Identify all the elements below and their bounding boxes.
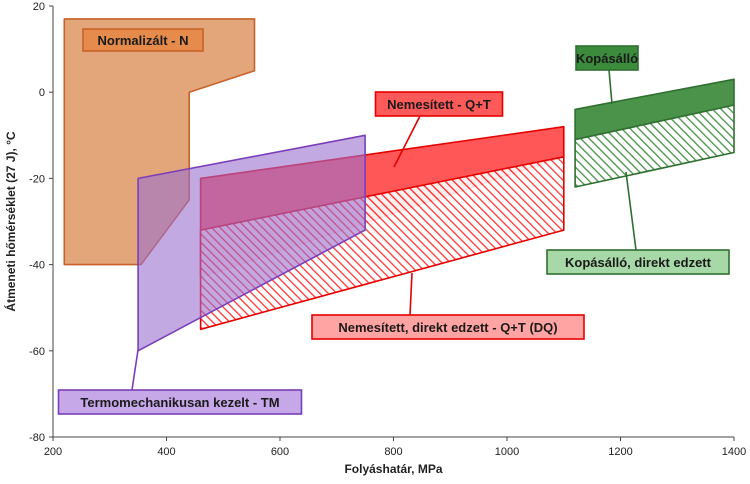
x-tick-label: 400: [157, 446, 175, 458]
callout-label: Normalizált - N: [97, 33, 188, 48]
callout-termomechanikus: Termomechanikusan kezelt - TM: [57, 389, 303, 415]
y-tick-label: 20: [33, 1, 45, 13]
y-tick-label: -80: [29, 432, 45, 444]
x-tick-label: 200: [44, 446, 62, 458]
callout-leader: [393, 115, 421, 168]
y-tick-label: -60: [29, 346, 45, 358]
callout-kopasallo: Kopásálló: [575, 45, 639, 71]
callout-box: [546, 249, 730, 275]
callout-label: Kopásálló, direkt edzett: [565, 255, 712, 270]
callout-normalizalt: Normalizált - N: [82, 28, 204, 52]
x-tick-label: 1400: [722, 446, 746, 458]
x-axis-title: Folyáshatár, MPa: [344, 462, 442, 476]
series-termomechanikus: [137, 134, 366, 352]
x-tick-label: 800: [384, 446, 402, 458]
y-tick-label: 0: [39, 87, 45, 99]
callout-label: Kopásálló: [576, 51, 638, 66]
x-tick-label: 600: [271, 446, 289, 458]
callout-leader: [625, 171, 637, 251]
callout-nemesitett-dq: Nemesített, direkt edzett - Q+T (DQ): [311, 314, 585, 340]
series-kopasallo-direkt: [574, 104, 735, 188]
callout-box: [575, 45, 639, 71]
y-tick-label: -20: [29, 173, 45, 185]
callout-label: Nemesített - Q+T: [387, 97, 491, 112]
callout-leader: [608, 69, 613, 105]
callout-leader: [409, 272, 413, 316]
plot-area: [63, 18, 735, 352]
callout-label: Nemesített, direkt edzett - Q+T (DQ): [338, 320, 557, 335]
callout-label: Termomechanikusan kezelt - TM: [80, 395, 279, 410]
callout-leader: [131, 349, 139, 391]
y-axis-title: Átmeneti hőmérséklet (27 J), °C: [3, 131, 18, 312]
callout-kopasallo-direkt: Kopásálló, direkt edzett: [546, 249, 730, 275]
x-tick-label: 1200: [608, 446, 632, 458]
callout-box: [374, 91, 504, 117]
callouts: Normalizált - N Termomechanikusan kezelt …: [57, 28, 730, 415]
callout-box: [82, 28, 204, 52]
y-tick-label: -40: [29, 260, 45, 272]
callout-box: [57, 389, 303, 415]
callout-box: [311, 314, 585, 340]
callout-nemesitett: Nemesített - Q+T: [374, 91, 504, 117]
x-tick-label: 1000: [495, 446, 519, 458]
